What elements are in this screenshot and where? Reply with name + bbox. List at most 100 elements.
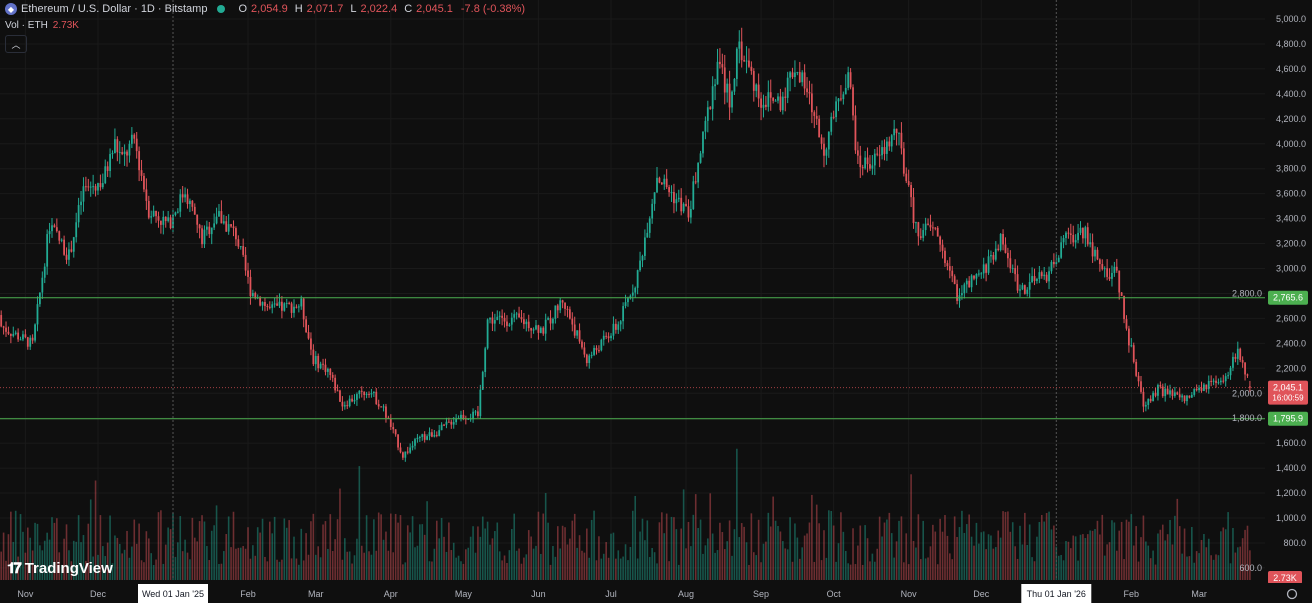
candle-body [939,236,942,245]
candle-body [871,165,874,169]
volume-bar [310,521,312,580]
candle-body [694,181,697,183]
volume-bar [757,519,760,580]
candle-body [675,199,678,204]
candle-body [1084,227,1087,239]
candle-body [7,331,10,334]
candle-body [251,293,254,297]
volume-bar [380,514,382,580]
volume-bar [825,557,828,580]
volume-bar [1120,521,1123,580]
candle-body [450,421,453,425]
candle-body [1236,348,1239,359]
price-tick-label: 2,800.0 [1232,288,1262,298]
candle-body [84,186,87,188]
chevron-up-icon: ︿ [11,39,21,50]
candle-body [1057,257,1060,263]
candle-body [314,355,317,365]
volume-bar [252,545,254,580]
candle-body [1106,268,1109,277]
candle-body [1169,390,1171,395]
volume-bar [581,550,583,580]
volume-bar [283,518,286,580]
candle-body [462,414,465,419]
volume-bar [363,552,365,580]
candle-body [648,218,651,233]
candle-body [806,88,808,93]
overlays [0,0,1265,580]
volume-bar [1096,520,1099,580]
candle-body [312,349,315,365]
volume-bar [264,556,266,580]
candle-body [963,284,966,294]
volume-bar [1048,511,1050,580]
volume-bar [1040,514,1043,580]
candle-body [777,96,779,101]
volume-bar [864,525,866,580]
volume-bar [769,526,772,580]
volume-bar [958,527,961,580]
candle-body [375,391,378,405]
collapse-legend-button[interactable]: ︿ [5,35,27,53]
candle-body [716,61,719,85]
volume-bar [232,511,235,580]
volume-bar [123,549,126,580]
volume-bar [126,530,128,580]
volume-bar [198,521,201,580]
volume-bar [866,538,869,580]
volume-bar [1222,527,1225,580]
volume-bar [138,523,140,580]
volume-bar [72,540,75,580]
volume-bar [167,527,169,580]
volume-bar [116,537,119,580]
volume-bar [186,552,189,580]
volume-bar [467,547,470,580]
volume-bar [610,533,612,580]
volume-bar [876,548,879,580]
candle-body [946,263,949,267]
candle-body [1065,232,1067,239]
symbol-title[interactable]: Ethereum / U.S. Dollar · 1D · Bitstamp [21,3,208,15]
candle-body [738,41,741,49]
volume-bar [210,530,213,580]
candle-body [600,339,603,351]
volume-bar [387,550,390,580]
gear-icon[interactable] [1286,588,1298,600]
price-tick-label: 4,400.0 [1276,89,1306,99]
volume-bar [1154,564,1157,580]
volume-bar [898,520,900,580]
volume-bar [694,494,697,580]
volume-bar [85,560,87,580]
volume-bar [578,535,581,580]
volume-bar [1205,547,1208,580]
volume-bar [235,548,237,580]
candle-body [360,390,363,392]
volume-bar [322,524,324,580]
volume-bar [1142,515,1145,580]
candle-body [624,302,627,307]
volume-bar [1091,530,1094,580]
candle-body [431,432,433,437]
volume-label[interactable]: Vol · ETH [5,20,48,31]
volume-bar [489,544,491,580]
tradingview-logo[interactable]: 𝟏𝟕 TradingView [7,560,113,577]
volume-bar [484,528,486,580]
volume-bar [743,526,745,580]
volume-bar [893,557,895,580]
candle-body [573,324,576,336]
candle-body [409,447,412,453]
candle-body [167,217,170,222]
volume-bar [847,563,849,580]
volume-bar [598,536,600,580]
volume-bar [181,551,184,580]
candle-body [92,186,95,188]
volume-bar [392,552,395,580]
candle-body [893,128,896,136]
candle-body [581,341,583,348]
volume-bar [295,558,298,580]
candle-body [41,277,44,293]
candle-body [326,368,329,372]
volume-bar [179,516,182,580]
volume-bar [750,513,753,580]
